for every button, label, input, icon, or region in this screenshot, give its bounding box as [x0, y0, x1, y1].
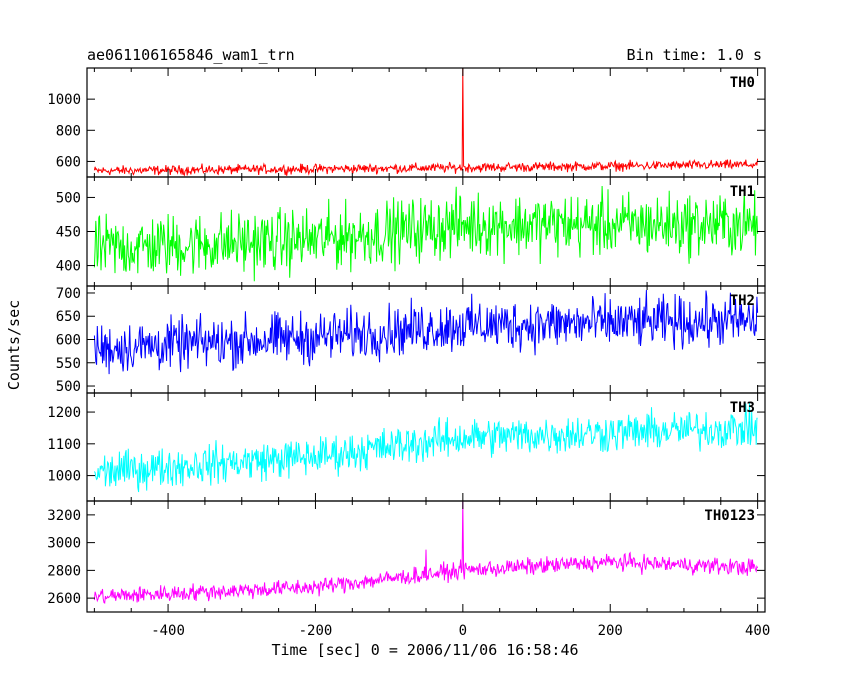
x-tick-label: 200	[598, 623, 623, 639]
y-axis-label: Counts/sec	[5, 300, 23, 390]
bin-time-label: Bin time: 1.0 s	[627, 46, 762, 64]
x-tick-label: -400	[151, 623, 185, 639]
x-tick-label: 0	[459, 623, 467, 639]
y-tick-label: 450	[56, 225, 81, 241]
series-line-th2	[93, 289, 759, 375]
panel-label: TH0	[730, 75, 755, 91]
y-tick-label: 1200	[47, 405, 81, 421]
series-line-th0123	[93, 501, 759, 604]
y-tick-label: 1100	[47, 437, 81, 453]
y-tick-label: 600	[56, 154, 81, 170]
y-tick-label: 3000	[47, 536, 81, 552]
series-line-th1	[93, 185, 759, 282]
x-tick-label: -200	[299, 623, 333, 639]
y-tick-label: 2600	[47, 591, 81, 607]
panel-th0: 600 800 1000 TH0	[47, 67, 766, 178]
series-line-th3	[93, 403, 758, 493]
y-tick-label: 650	[56, 309, 81, 325]
panel-label: TH1	[730, 184, 755, 200]
y-tick-label: 500	[56, 379, 81, 395]
panel-label: TH3	[730, 400, 755, 416]
panel-label: TH0123	[704, 508, 755, 524]
x-tick-label: 400	[745, 623, 770, 639]
y-tick-label: 500	[56, 190, 81, 206]
panel-th0123: 2600 2800 3000 3200 TH0123	[47, 500, 766, 613]
y-tick-label: 3200	[47, 508, 81, 524]
panel-th3: 1000 1100 1200 TH3	[47, 392, 766, 502]
panel-th1: 400 450 500 TH1	[56, 176, 766, 287]
panel-frame	[86, 67, 766, 178]
y-tick-label: 400	[56, 259, 81, 275]
observation-title: ae061106165846_wam1_trn	[87, 46, 295, 64]
panel-th2: 500 550 600 650 700 TH2	[56, 285, 766, 395]
x-axis-label: Time [sec] 0 = 2006/11/06 16:58:46	[271, 641, 578, 659]
y-tick-label: 1000	[47, 469, 81, 485]
panel-label: TH2	[730, 293, 755, 309]
y-tick-label: 1000	[47, 92, 81, 108]
y-tick-label: 800	[56, 123, 81, 139]
y-tick-label: 550	[56, 356, 81, 372]
y-tick-label: 600	[56, 333, 81, 349]
series-line-th0	[93, 68, 759, 177]
panels-group: 600 800 1000 TH0 400 450 500 TH1 500 550 600 650 700…	[47, 67, 770, 639]
y-tick-label: 700	[56, 286, 81, 302]
y-tick-label: 2800	[47, 563, 81, 579]
